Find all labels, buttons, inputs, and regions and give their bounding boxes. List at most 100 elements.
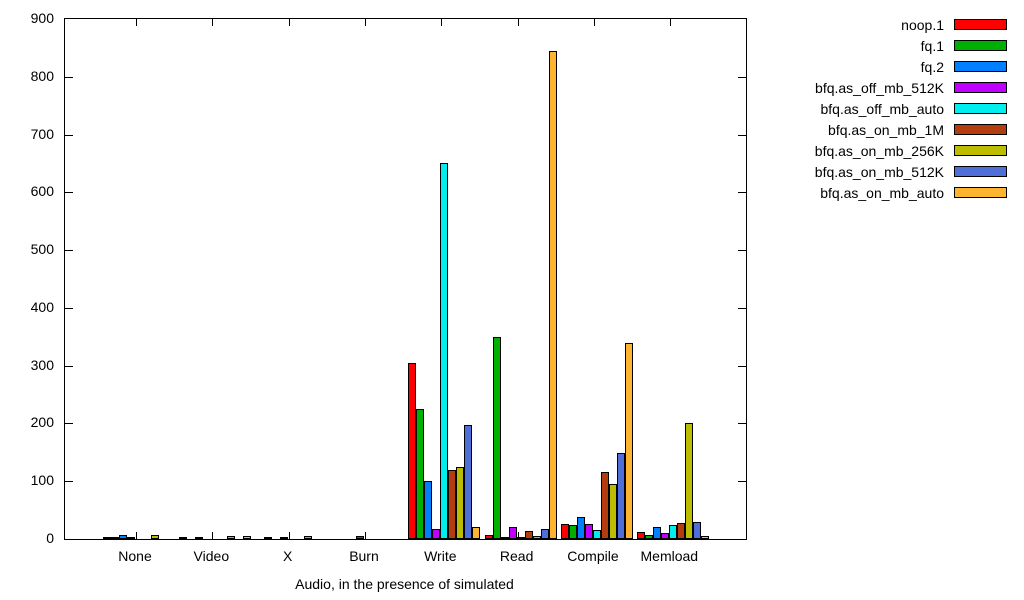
x-tick-mark: [212, 19, 214, 26]
bar: [448, 470, 456, 539]
bar: [525, 531, 533, 539]
legend-entry: fq.2: [921, 56, 1007, 77]
x-tick-mark: [136, 19, 137, 26]
y-tick-label: 400: [30, 298, 54, 315]
y-tick-label: 700: [30, 125, 54, 142]
bar: [304, 536, 312, 539]
y-tick-mark: [738, 76, 746, 78]
legend-swatch: [954, 103, 1007, 114]
bar: [416, 409, 424, 539]
legend-entry: bfq.as_on_mb_auto: [820, 182, 1007, 203]
x-tick-mark: [517, 19, 519, 26]
x-axis-title: Audio, in the presence of simulated: [295, 576, 514, 592]
bar: [195, 537, 203, 539]
legend-entry: bfq.as_off_mb_512K: [815, 77, 1007, 98]
y-tick-mark: [738, 423, 746, 425]
x-category-label: Compile: [567, 548, 619, 564]
x-category-label: None: [118, 548, 152, 564]
x-tick-mark: [670, 19, 672, 26]
bar: [485, 535, 493, 539]
bar: [456, 467, 464, 539]
legend-label: bfq.as_off_mb_512K: [815, 79, 944, 96]
plot-area: [64, 18, 747, 540]
legend-swatch: [954, 40, 1007, 51]
legend-label: bfq.as_on_mb_auto: [820, 184, 944, 201]
bar: [609, 484, 617, 539]
bar: [280, 537, 288, 539]
bar: [227, 536, 235, 539]
bar: [625, 343, 633, 539]
x-category-label: Burn: [349, 548, 379, 564]
legend-label: fq.1: [920, 37, 944, 54]
legend-label: fq.2: [920, 58, 944, 75]
bar: [593, 530, 601, 539]
y-tick-mark: [65, 365, 73, 367]
y-tick-mark: [738, 307, 746, 309]
x-tick-mark: [593, 19, 595, 26]
bar: [541, 529, 549, 539]
y-tick-label: 0: [46, 530, 54, 546]
x-tick-mark: [136, 532, 137, 539]
x-tick-mark: [441, 19, 443, 26]
x-category-label: Read: [499, 548, 534, 564]
y-tick-label: 800: [30, 67, 54, 84]
bar: [151, 535, 159, 539]
y-tick-mark: [738, 365, 746, 367]
legend-swatch: [954, 166, 1007, 177]
bar: [685, 423, 693, 539]
bar: [432, 529, 440, 539]
x-category-label: Memload: [640, 548, 699, 564]
legend-label: bfq.as_off_mb_auto: [820, 100, 944, 117]
bar: [408, 363, 416, 539]
y-tick-label: 600: [30, 183, 54, 200]
bar: [243, 536, 251, 539]
x-category-label: Video: [193, 548, 230, 564]
y-tick-mark: [65, 192, 73, 194]
bar: [577, 517, 585, 539]
y-tick-mark: [65, 423, 73, 425]
bar: [517, 537, 525, 539]
legend-entry: noop.1: [901, 14, 1007, 35]
legend-swatch: [954, 187, 1007, 198]
x-tick-mark: [212, 532, 214, 539]
bar: [103, 537, 111, 539]
bar: [501, 537, 509, 539]
bar: [493, 337, 501, 539]
y-tick-mark: [738, 250, 746, 252]
bar: [549, 51, 557, 539]
legend-label: bfq.as_on_mb_256K: [814, 142, 944, 159]
bar: [127, 537, 135, 539]
y-tick-label: 900: [30, 10, 54, 26]
y-tick-label: 300: [30, 356, 54, 373]
legend-swatch: [954, 19, 1007, 30]
bar: [569, 525, 577, 539]
bar: [585, 524, 593, 539]
bar: [356, 536, 364, 539]
legend-entry: bfq.as_off_mb_auto: [820, 98, 1007, 119]
legend-entry: fq.1: [921, 35, 1007, 56]
bar: [601, 472, 609, 539]
y-tick-mark: [65, 134, 73, 136]
y-tick-mark: [65, 307, 73, 309]
bar: [119, 535, 127, 539]
x-tick-mark: [517, 532, 519, 539]
bar: [464, 425, 472, 539]
bar: [661, 533, 669, 539]
bar: [509, 527, 517, 539]
bar: [669, 525, 677, 539]
y-tick-mark: [65, 76, 73, 78]
bar: [653, 527, 661, 539]
bar: [693, 522, 701, 539]
y-tick-mark: [738, 134, 746, 136]
x-tick-mark: [364, 532, 366, 539]
bar: [677, 523, 685, 539]
bar: [179, 537, 187, 539]
x-tick-mark: [288, 532, 290, 539]
bar: [424, 481, 432, 539]
bar: [617, 453, 625, 539]
y-tick-mark: [738, 481, 746, 483]
x-category-label: X: [282, 548, 293, 564]
bar: [533, 536, 541, 539]
legend-label: bfq.as_on_mb_1M: [828, 121, 944, 138]
